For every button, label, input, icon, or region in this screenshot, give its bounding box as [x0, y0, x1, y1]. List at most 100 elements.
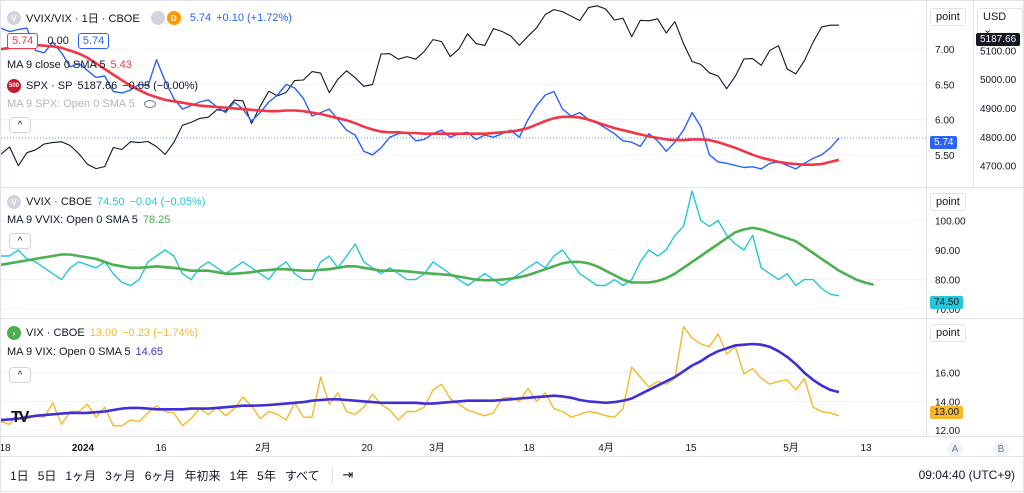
vix-ma-legend[interactable]: MA 9 VIX: Open 0 SMA 5 14.65 [7, 346, 163, 358]
vix-legend[interactable]: › VIX · CBOE 13.00 −0.23 (−1.74%) [7, 326, 198, 340]
range-1y[interactable]: 1年 [229, 468, 249, 483]
spx-price-tag: 5187.66 [976, 33, 1021, 46]
toolbar-divider [331, 466, 333, 484]
price-tick-label: 5.50 [935, 151, 955, 162]
price-tick-label: 6.00 [935, 116, 955, 127]
ratio-ma-legend[interactable]: MA 9 close 0 SMA 5 5.43 [7, 59, 132, 71]
chevron-down-icon: ⌄ [983, 24, 993, 36]
date-range-icon[interactable]: ⇥ [342, 467, 354, 482]
price-tick-label: 100.00 [935, 217, 966, 228]
vvix-legend[interactable]: V VVIX · CBOE 74.50 −0.04 (−0.05%) [7, 195, 205, 209]
range-1m[interactable]: 1ヶ月 [65, 468, 97, 483]
collapse-legend-button[interactable]: ^ [9, 117, 31, 133]
spx-change: −0.05 (−0.00%) [122, 80, 199, 92]
data-toggle-icon[interactable] [150, 11, 165, 25]
time-tick-label: 18 [1, 443, 11, 454]
spx-tick-label: 5000.00 [980, 75, 1017, 86]
axis-layer: 5.50 6.00 6.50 7.00 4700.00 4800.00 4900.00 500… [1, 45, 1017, 454]
time-tick-label: 4月 [598, 442, 614, 454]
vix-price-tag: 13.00 [930, 406, 964, 419]
price-tick-label: 80.00 [935, 276, 960, 287]
spx-tick-label: 5100.00 [980, 46, 1017, 57]
last-change: +0.10 (+1.72%) [216, 12, 292, 24]
spread-value: 0.00 [47, 35, 69, 47]
vvix-ma-legend[interactable]: MA 9 VVIX: Open 0 SMA 5 78.25 [7, 214, 170, 226]
price-tick-label: 12.00 [935, 426, 960, 437]
price-tick-label: 7.00 [935, 45, 955, 56]
time-tick-label: 13 [860, 443, 872, 454]
range-1d[interactable]: 1日 [10, 468, 29, 483]
vvix-ma-value: 78.25 [142, 214, 171, 226]
scale-mode-button-1[interactable]: point [930, 8, 966, 26]
vvix-price-tag: 74.50 [930, 296, 964, 309]
spx-legend[interactable]: 500 SPX · SP 5187.66 −0.05 (−0.00%) [7, 79, 198, 93]
spx-value: 5187.66 [77, 80, 118, 92]
series-line-pane3-2 [1, 342, 840, 422]
time-tick-label: 16 [155, 443, 167, 454]
bid-ask-row: 5.74 0.00 5.74 [7, 33, 110, 49]
symbol-title[interactable]: VVIX/VIX · 1日 · CBOE [26, 13, 140, 25]
main-legend: V VVIX/VIX · 1日 · CBOE D 5.74 +0.10 (+1.… [7, 10, 292, 26]
spx-label: SPX · SP [26, 80, 73, 92]
range-all[interactable]: すべて [284, 468, 320, 483]
price-tick-label: 70.00 [935, 305, 960, 316]
range-5d[interactable]: 5日 [37, 468, 57, 483]
vvix-value: 74.50 [97, 196, 125, 208]
log-scale-button[interactable]: B [993, 441, 1009, 457]
series-line-pane3-1 [1, 326, 840, 427]
ratio-ma-value: 5.43 [110, 59, 132, 71]
hidden-eye-icon[interactable] [143, 100, 156, 108]
range-5y[interactable]: 5年 [257, 468, 276, 483]
last-value: 5.74 [189, 12, 212, 24]
toggle-icons[interactable]: D [150, 11, 181, 25]
spx-line [1, 5, 839, 170]
time-tick-label: 15 [685, 443, 697, 454]
vvix-change: −0.04 (−0.05%) [129, 196, 206, 208]
price-tick-label: 90.00 [935, 246, 960, 257]
scale-mode-button-2[interactable]: point [930, 193, 966, 211]
spx-tick-label: 4700.00 [980, 162, 1017, 173]
series-line-pane1-1 [1, 27, 840, 170]
vix-ma-value: 14.65 [135, 346, 164, 358]
time-tick-label: 5月 [783, 442, 799, 454]
price-tick-label: 16.00 [935, 369, 960, 380]
buy-box[interactable]: 5.74 [77, 33, 110, 49]
spx-tick-label: 4900.00 [980, 104, 1017, 115]
daily-badge[interactable]: D [166, 11, 181, 25]
collapse-vix-legend-button[interactable]: ^ [9, 367, 31, 383]
symbol-icon: V [7, 11, 21, 25]
spx-tick-label: 4800.00 [980, 133, 1017, 144]
series-line-pane1-2 [1, 43, 840, 166]
vvix-label: VVIX · CBOE [26, 196, 93, 208]
vvix-ma-label: MA 9 VVIX: Open 0 SMA 5 [7, 214, 138, 226]
ratio-ma-label: MA 9 close 0 SMA 5 [7, 59, 106, 71]
vix-ma-label: MA 9 VIX: Open 0 SMA 5 [7, 346, 131, 358]
ratio-price-tag: 5.74 [930, 136, 958, 149]
series-line-pane2-1 [1, 190, 840, 297]
spx-icon: 500 [7, 79, 21, 93]
price-tick-label: 6.50 [935, 80, 955, 91]
clock[interactable]: 09:04:40 (UTC+9) [918, 468, 1015, 482]
scale-mode-button-3[interactable]: point [930, 324, 966, 342]
vvix-icon: V [7, 195, 21, 209]
time-tick-label: 18 [523, 443, 535, 454]
range-3m[interactable]: 3ヶ月 [105, 468, 136, 483]
time-tick-label: 3月 [429, 442, 445, 454]
series-layer [1, 5, 926, 427]
sell-box[interactable]: 5.74 [7, 33, 39, 49]
spx-ma-legend[interactable]: MA 9 SPX: Open 0 SMA 5 [7, 98, 156, 110]
vix-label: VIX · CBOE [26, 327, 85, 339]
currency-label: USD [983, 11, 1007, 23]
series-line-pane2-2 [1, 226, 874, 286]
range-ytd[interactable]: 年初来 [184, 468, 221, 483]
vix-change: −0.23 (−1.74%) [122, 327, 199, 339]
auto-scale-button[interactable]: A [947, 441, 963, 457]
collapse-vvix-legend-button[interactable]: ^ [9, 233, 31, 249]
tradingview-logo[interactable]: TV [11, 409, 30, 426]
vix-value: 13.00 [89, 327, 118, 339]
range-6m[interactable]: 6ヶ月 [144, 468, 176, 483]
vix-icon: › [7, 326, 21, 340]
time-tick-label: 2月 [255, 442, 271, 454]
